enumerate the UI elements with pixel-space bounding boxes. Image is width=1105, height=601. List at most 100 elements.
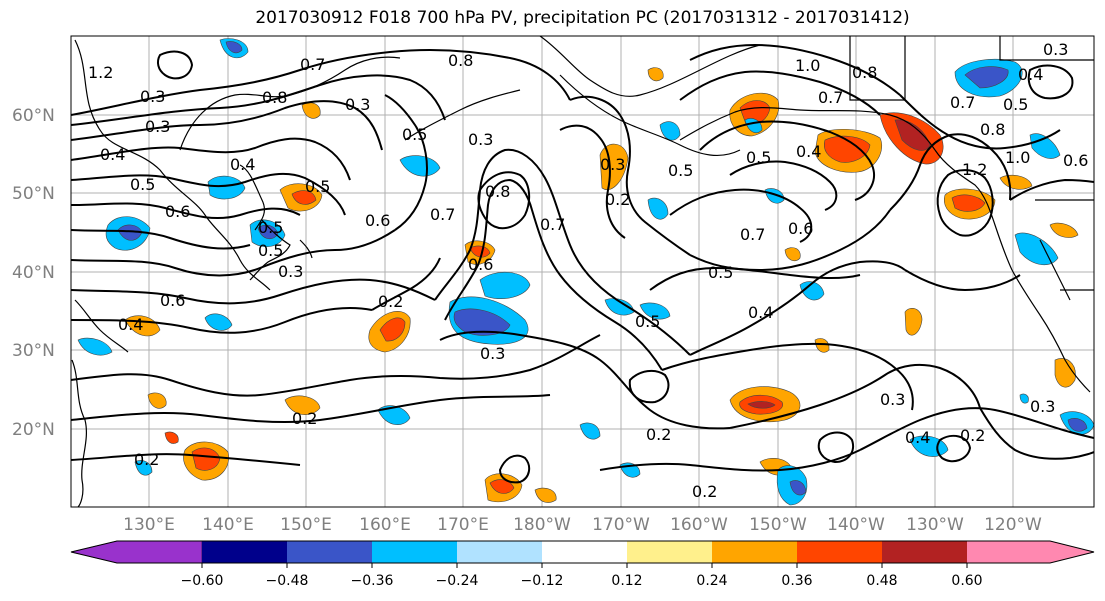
contour-label: 0.4 (1018, 65, 1043, 84)
precip-negative-anomalies (77, 38, 1094, 506)
contour-label: 0.2 (134, 450, 159, 469)
lon-label: 120°W (984, 515, 1042, 535)
lon-label: 140°W (827, 515, 885, 535)
colorbar-tick-label: 0.24 (696, 573, 727, 589)
contour-labels: 0.8 0.7 0.8 1.2 0.3 0.3 0.4 0.5 0.6 0.5 … (88, 40, 1088, 501)
contour-label: 0.2 (646, 425, 671, 444)
contour-label: 0.2 (692, 482, 717, 501)
contour-label: 0.3 (345, 95, 370, 114)
colorbar-tick-label: −0.24 (436, 573, 479, 589)
contour-label: 0.3 (600, 155, 625, 174)
contour-label: 0.2 (960, 426, 985, 445)
colorbar-ticks (201, 563, 968, 568)
contour-label: 0.7 (540, 215, 565, 234)
colorbar-segment-8 (797, 541, 882, 563)
contour-label: 1.0 (795, 56, 820, 75)
contour-label: 0.5 (305, 177, 330, 196)
lon-label: 160°W (670, 515, 728, 535)
colorbar-segment-10 (967, 541, 1094, 563)
lon-label: 180°W (513, 515, 571, 535)
lat-label: 40°N (12, 263, 55, 283)
contour-label: 0.8 (448, 51, 473, 70)
lat-label: 30°N (12, 341, 55, 361)
contour-label: 0.5 (1003, 95, 1028, 114)
lat-label: 60°N (12, 106, 55, 126)
contour-label: 0.7 (430, 205, 455, 224)
colorbar-tick-label: −0.60 (181, 573, 224, 589)
lon-label: 150°E (280, 515, 332, 535)
contour-label: 1.2 (88, 63, 113, 82)
contour-label: 0.6 (165, 202, 190, 221)
contour-label: 0.4 (796, 142, 821, 161)
contour-label: 0.5 (130, 175, 155, 194)
contour-label: 0.5 (668, 161, 693, 180)
contour-label: 0.6 (468, 255, 493, 274)
colorbar-tick-label: 0.36 (781, 573, 812, 589)
contour-label: 0.8 (485, 182, 510, 201)
contour-label: 0.8 (262, 88, 287, 107)
colorbar-outline (70, 540, 1095, 564)
contour-label: 0.3 (140, 87, 165, 106)
colorbar-segment-4 (457, 541, 542, 563)
colorbar-segment-2 (287, 541, 372, 563)
contour-label: 0.5 (402, 125, 427, 144)
map-frame (70, 35, 1095, 508)
contour-label: 0.7 (300, 55, 325, 74)
colorbar-tick-label: 0.12 (611, 573, 642, 589)
contour-label: 0.7 (740, 225, 765, 244)
map-title: 2017030912 F018 700 hPa PV, precipitatio… (255, 8, 910, 28)
colorbar-tick-label: 0.60 (951, 573, 982, 589)
contour-label: 0.5 (708, 263, 733, 282)
contour-label: 0.3 (278, 262, 303, 281)
precip-positive-anomalies (124, 67, 1079, 503)
contour-label: 0.2 (292, 409, 317, 428)
colorbar: −0.60 −0.48 −0.36 −0.24 −0.12 0.12 0.24 … (70, 540, 1095, 589)
lon-label: 170°W (592, 515, 650, 535)
contour-label: 0.3 (468, 130, 493, 149)
contour-label: 0.7 (950, 93, 975, 112)
lon-label: 130°W (906, 515, 964, 535)
colorbar-segment-3 (372, 541, 457, 563)
contour-label: 0.4 (118, 315, 143, 334)
contour-label: 0.7 (818, 88, 843, 107)
contour-label: 0.5 (746, 148, 771, 167)
contour-label: 0.2 (378, 292, 403, 311)
latitude-axis: 60°N 50°N 40°N 30°N 20°N (12, 106, 55, 440)
contour-label: 0.6 (1063, 151, 1088, 170)
contour-label: 0.5 (258, 241, 283, 260)
contour-label: 0.3 (145, 117, 170, 136)
contour-label: 0.6 (365, 211, 390, 230)
graticule (71, 36, 1094, 507)
colorbar-tick-label: −0.48 (266, 573, 309, 589)
contour-label: 0.2 (605, 190, 630, 209)
lon-label: 160°E (359, 515, 411, 535)
lat-label: 50°N (12, 184, 55, 204)
contour-label: 0.4 (100, 145, 125, 164)
colorbar-segment-1 (202, 541, 287, 563)
contour-label: 0.3 (880, 390, 905, 409)
contour-label: 0.4 (748, 303, 773, 322)
lon-label: 170°E (437, 515, 489, 535)
lat-label: 20°N (12, 420, 55, 440)
contour-label: 0.3 (480, 344, 505, 363)
contour-label: 0.4 (230, 155, 255, 174)
colorbar-segment-0 (70, 540, 203, 564)
contour-label: 0.3 (1030, 397, 1055, 416)
contour-label: 0.6 (160, 291, 185, 310)
contour-label: 0.5 (635, 312, 660, 331)
contour-label: 1.2 (962, 160, 987, 179)
colorbar-tick-label: −0.36 (351, 573, 394, 589)
lon-label: 130°E (123, 515, 175, 535)
longitude-axis: 130°E 140°E 150°E 160°E 170°E 180°W 170°… (123, 515, 1042, 535)
lon-label: 150°W (749, 515, 807, 535)
map-panel: 0.8 0.7 0.8 1.2 0.3 0.3 0.4 0.5 0.6 0.5 … (71, 36, 1094, 507)
colorbar-segment-9 (882, 541, 967, 563)
contour-label: 1.0 (1005, 148, 1030, 167)
contour-label: 0.6 (788, 219, 813, 238)
colorbar-tick-label: −0.12 (521, 573, 564, 589)
contour-label: 0.8 (852, 63, 877, 82)
pv-contours (71, 43, 1094, 484)
lon-label: 140°E (202, 515, 254, 535)
colorbar-tick-label: 0.48 (866, 573, 897, 589)
